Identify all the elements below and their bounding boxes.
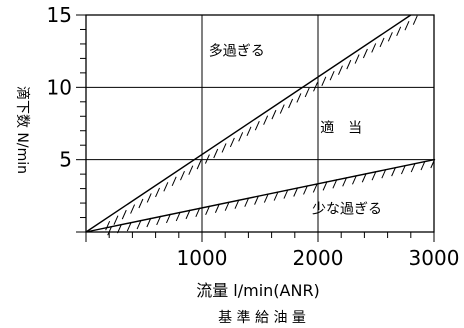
hatch-mark-1-3 [136, 219, 142, 230]
hatch-mark-0-30 [354, 54, 360, 64]
hatch-mark-0-24 [304, 87, 310, 98]
hatch-mark-1-15 [254, 195, 260, 205]
hatch-mark-1-27 [371, 171, 377, 181]
hatch-mark-0-5 [146, 193, 152, 203]
hatch-mark-1-10 [205, 205, 211, 216]
y-axis-title: 滴下数 N/min [14, 86, 31, 174]
hatch-mark-0-37 [412, 15, 418, 25]
tick-labels: 5 10 15 1000 2000 3000 [47, 3, 460, 270]
hatch-mark-0-36 [404, 21, 410, 31]
hatch-mark-0-20 [271, 109, 277, 120]
hatch-mark-0-35 [396, 26, 402, 36]
hatch-mark-1-21 [312, 183, 318, 193]
hatch-mark-0-12 [204, 154, 210, 164]
hatch-mark-1-18 [283, 189, 289, 199]
hatch-mark-1-24 [342, 177, 348, 187]
hatch-mark-1-14 [244, 197, 250, 207]
y-tick-label-2: 15 [47, 3, 72, 27]
hatch-mark-1-26 [361, 173, 367, 183]
hatch-mark-0-21 [279, 104, 285, 114]
hatch-mark-0-16 [238, 132, 244, 142]
hatch-mark-1-0 [107, 225, 113, 236]
hatch-mark-1-4 [146, 217, 152, 228]
x-axis-subtitle: 基 準 給 油 量 [218, 309, 306, 326]
hatch-mark-1-8 [185, 209, 191, 220]
hatch-mark-0-4 [138, 198, 144, 209]
hatch-mark-0-14 [221, 143, 227, 153]
x-axis-title: 流量 l/min(ANR) [196, 281, 320, 300]
hatch-mark-0-29 [346, 59, 352, 70]
plot-frame [85, 14, 435, 233]
hatch-mark-0-28 [338, 65, 343, 75]
hatch-mark-1-28 [381, 168, 387, 179]
hatch-mark-0-11 [196, 159, 202, 170]
hatch-mark-1-11 [214, 203, 220, 213]
hatch-mark-0-13 [213, 148, 219, 159]
hatch-mark-0-32 [371, 43, 377, 53]
series-lines [85, 14, 435, 233]
series-line-1 [85, 158, 435, 233]
hatch-mark-0-18 [254, 121, 260, 131]
y-tick-label-0: 5 [59, 148, 72, 172]
hatch-mark-1-12 [224, 201, 230, 211]
hatch-mark-0-22 [288, 98, 294, 109]
series-line-0 [85, 14, 412, 233]
hatch-mark-0-1 [113, 215, 119, 225]
hatch-mark-0-31 [362, 48, 368, 59]
hatch-mark-1-19 [293, 187, 299, 197]
y-tick-label-1: 10 [47, 75, 72, 99]
hatch-mark-0-9 [180, 171, 185, 181]
x-tick-label-2: 3000 [409, 246, 460, 270]
hatch-mark-1-31 [410, 162, 416, 173]
hatch-mark-1-23 [332, 179, 338, 189]
hatch-mark-0-17 [246, 126, 252, 136]
axis-ticks [76, 14, 435, 242]
hatch-mark-0-19 [263, 115, 269, 125]
hatch-mark-1-17 [273, 191, 279, 201]
hatch-mark-1-9 [195, 207, 201, 218]
hatch-mark-0-33 [379, 37, 385, 48]
hatch-mark-0-23 [296, 93, 302, 103]
hatch-mark-1-20 [303, 185, 308, 195]
hatch-mark-1-5 [156, 215, 162, 226]
x-tick-label-1: 2000 [293, 246, 344, 270]
grid [86, 15, 434, 232]
hatch-mark-0-0 [105, 221, 111, 231]
hatch-mark-1-29 [391, 166, 397, 177]
hatch-mark-0-15 [229, 137, 235, 148]
hatch-mark-1-2 [126, 221, 132, 232]
hatch-mark-0-2 [121, 209, 127, 220]
hatch-mark-0-10 [188, 165, 194, 175]
hatch-mark-0-3 [130, 204, 136, 214]
hatch-mark-1-16 [263, 193, 269, 203]
hatch-mark-1-32 [420, 160, 426, 171]
hatching [105, 15, 436, 236]
hatch-mark-1-7 [175, 211, 181, 222]
region-label-2: 少な過ぎる [312, 201, 382, 217]
hatch-mark-1-13 [234, 199, 240, 209]
hatch-mark-0-34 [387, 32, 393, 42]
region-label-0: 多過ぎる [209, 43, 265, 60]
hatch-mark-0-25 [313, 82, 318, 92]
hatch-mark-1-22 [322, 181, 328, 191]
hatch-mark-1-30 [400, 164, 406, 175]
x-tick-label-0: 1000 [177, 246, 228, 270]
region-label-1: 適 当 [320, 119, 362, 136]
hatch-mark-0-8 [171, 176, 177, 186]
hatch-mark-0-26 [321, 76, 327, 86]
hatch-mark-0-27 [329, 71, 335, 81]
hatch-mark-0-6 [155, 187, 160, 198]
hatch-mark-1-25 [352, 175, 357, 185]
hatch-mark-0-7 [163, 182, 169, 192]
hatch-mark-1-6 [165, 213, 171, 224]
